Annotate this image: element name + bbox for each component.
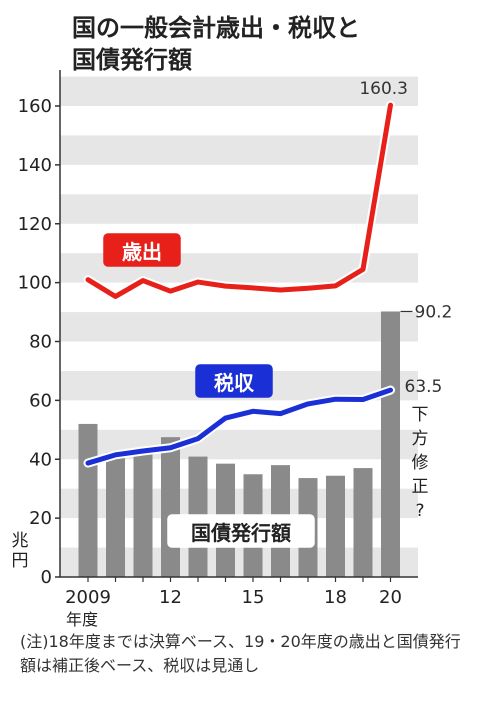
grid-band (60, 312, 418, 342)
grid-band (60, 194, 418, 224)
y-tick-label: 60 (29, 390, 52, 411)
y-tick-label: 100 (18, 273, 52, 294)
x-tick-label: 18 (324, 587, 347, 608)
x-tick-label: 15 (242, 587, 265, 608)
unit-label: 兆 (12, 531, 29, 551)
spending-end-value: 160.3 (359, 79, 408, 99)
chart-labels: 国の一般会計歳出・税収と国債発行額歳出税収国債発行額160.390.263.5下… (72, 14, 453, 548)
footnote: (注)18年度までは決算ベース、19・20年度の歳出と国債発行額は補正後ベース、… (20, 632, 461, 675)
series-label-revenue: 税収 (214, 371, 255, 395)
bond-bar (326, 475, 345, 577)
x-tick-label: 12 (159, 587, 182, 608)
chart-title: 国債発行額 (72, 46, 192, 74)
series-label-spending: 歳出 (122, 240, 162, 264)
y-tick-label: 140 (18, 155, 52, 176)
series-label-bonds-box (167, 514, 315, 548)
x-sublabel: 年度 (66, 610, 98, 629)
bond-bar (381, 311, 400, 577)
y-tick-label: 20 (29, 508, 52, 529)
series-lines (83, 100, 395, 468)
chart: 0 20 40 60 80 100 120 140 160 兆円 2009 12 15 18 20 年度 国… (12, 14, 453, 629)
y-axis: 0 20 40 60 80 100 120 140 160 兆円 (12, 70, 61, 588)
y-tick-label: 80 (29, 332, 52, 353)
bond-bar (78, 423, 98, 577)
bond-end-value: 90.2 (415, 302, 453, 322)
series-label-spending-box (103, 233, 181, 267)
revenue-end-value: 63.5 (405, 377, 443, 397)
series-label-revenue-box (195, 364, 273, 398)
unit-label: 円 (12, 551, 29, 571)
bond-bar (106, 452, 125, 577)
bond-bar (161, 437, 180, 577)
y-tick-label: 0 (41, 567, 52, 588)
series-line (85, 102, 393, 299)
revenue-note-char: ? (415, 501, 424, 521)
revenue-note-char: 正 (412, 477, 429, 497)
x-tick-label: 20 (379, 587, 402, 608)
revenue-note-char: 修 (412, 453, 429, 473)
y-tick-label: 40 (29, 449, 52, 470)
grid-band (60, 76, 418, 106)
y-tick-label: 160 (18, 96, 52, 117)
series-label-bonds: 国債発行額 (191, 521, 291, 545)
revenue-note-char: 方 (412, 429, 429, 449)
revenue-note-char: 下 (412, 405, 429, 425)
y-tick-label: 120 (18, 214, 52, 235)
x-tick-label: 2009 (65, 587, 111, 608)
bond-bar (353, 468, 373, 577)
series-line (85, 387, 393, 466)
grid-band (60, 135, 418, 165)
bond-bar (133, 451, 153, 577)
x-axis: 2009 12 15 18 20 年度 (60, 576, 418, 629)
chart-title: 国の一般会計歳出・税収と (72, 14, 360, 42)
